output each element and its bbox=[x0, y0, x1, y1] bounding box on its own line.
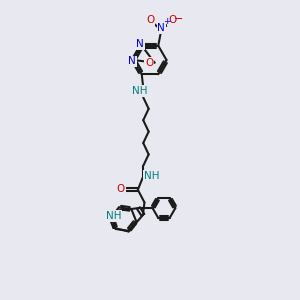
Text: N: N bbox=[136, 39, 144, 49]
Text: NH: NH bbox=[106, 211, 121, 221]
Text: N: N bbox=[158, 23, 165, 33]
Text: O: O bbox=[168, 15, 176, 25]
Text: O: O bbox=[145, 58, 153, 68]
Text: N: N bbox=[128, 56, 136, 67]
Text: O: O bbox=[146, 15, 154, 25]
Text: NH: NH bbox=[132, 86, 147, 96]
Text: −: − bbox=[173, 14, 183, 24]
Text: O: O bbox=[117, 184, 125, 194]
Text: +: + bbox=[163, 17, 170, 26]
Text: NH: NH bbox=[144, 171, 159, 181]
